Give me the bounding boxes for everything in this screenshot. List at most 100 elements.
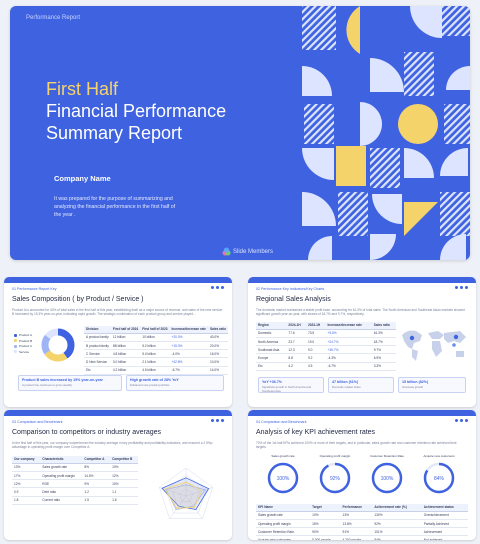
table-cell: 10 billion bbox=[140, 333, 170, 342]
table-cell: Partially Achieved bbox=[421, 519, 468, 529]
card-subtitle: 70% of the 1st half KPIs achieved 100% o… bbox=[256, 441, 457, 450]
table-row: Operating profit margin 15% 13.8% 92% Partia… bbox=[256, 519, 468, 529]
more-options-icon[interactable] bbox=[455, 419, 468, 422]
radar-grid bbox=[179, 488, 193, 502]
table-header-cell: Division bbox=[84, 326, 111, 334]
slide-thumbnail-regional-sales[interactable]: 02 Performance Key Indicators/Key Charts… bbox=[248, 277, 476, 407]
table-cell: 12% bbox=[12, 479, 41, 489]
table-cell: 4.2 bbox=[286, 362, 306, 371]
table-row: Etc 4.2 4.5 -6.7% 3.3% bbox=[256, 362, 396, 371]
slide-thumbnail-sales-composition[interactable]: 01 Performance Report Key Sales Composit… bbox=[4, 277, 232, 407]
table-cell: 13.8% bbox=[340, 519, 373, 529]
table-cell: ROE bbox=[40, 479, 83, 489]
legend-label: Product C bbox=[19, 344, 33, 349]
more-options-icon[interactable] bbox=[211, 286, 224, 289]
ring-value: 92% bbox=[330, 476, 341, 482]
legend-item: Product C bbox=[14, 344, 32, 348]
radar-grid bbox=[159, 467, 213, 519]
table-cell: +42.8% bbox=[169, 357, 208, 367]
table-cell: 10% bbox=[110, 479, 138, 489]
table-cell: 14.0% bbox=[207, 366, 229, 375]
title-slide[interactable]: Performance Report First Half Financial … bbox=[10, 6, 470, 260]
table-row: 1.8 Current ratio 1.5 1.6 bbox=[12, 496, 138, 505]
table-cell: 9.7% bbox=[371, 345, 396, 355]
card-subtitle: In the first half of this year, our comp… bbox=[12, 441, 213, 450]
table-cell: 84% bbox=[372, 535, 422, 540]
table-cell: 13% bbox=[12, 463, 41, 472]
radar-chart bbox=[159, 467, 213, 519]
table-row: Southeast Asia 12.3 9.0 +36.7% 9.7% bbox=[256, 345, 396, 355]
table-cell: Achievement bbox=[421, 527, 468, 537]
brand-logo-text: Slide Members bbox=[233, 248, 274, 255]
table-cell: 4,200 people bbox=[340, 535, 373, 540]
brand-logo: Slide Members bbox=[222, 247, 273, 256]
table-cell: Sales growth rate bbox=[40, 463, 83, 472]
kpi-ring: Operating profit margin 92% bbox=[316, 454, 354, 496]
slide-thumbnail-kpi-achievement[interactable]: 04 Comparison and Benchmark Analysis of … bbox=[248, 410, 476, 540]
kpi-label: A product line continues to grow steadil… bbox=[22, 383, 72, 387]
table-cell: 4.8 billion bbox=[110, 349, 141, 359]
table-cell: 4.2 billion bbox=[110, 366, 141, 375]
table-header-cell: Competitor A bbox=[82, 456, 111, 464]
table-cell: 73.5 bbox=[305, 329, 326, 338]
card-subtitle: The domestic market maintained a stable … bbox=[256, 308, 465, 317]
legend-label: Service bbox=[19, 349, 30, 354]
table-cell: +20.0% bbox=[169, 333, 208, 342]
slide-thumbnail-competitor-comparison[interactable]: 03 Comparison and Benchmark Comparison t… bbox=[4, 410, 232, 540]
table-cell: D New Service bbox=[84, 357, 111, 367]
table-cell: 4.5 billion bbox=[140, 366, 170, 375]
table-row: 12% ROE 9% 10% bbox=[12, 479, 138, 489]
table-cell: Europe bbox=[256, 353, 287, 363]
table-cell: -4.0% bbox=[169, 349, 208, 359]
table-cell: -4.3% bbox=[325, 353, 372, 363]
kpi-ring: Sales growth rate 100% bbox=[264, 454, 302, 496]
progress-ring: 100% bbox=[267, 462, 299, 494]
kpi-table: KPI Name Target Performance Achievement rat… bbox=[256, 504, 468, 540]
table-cell: 1.8 bbox=[12, 496, 41, 505]
table-cell: 8.8 bbox=[286, 353, 306, 363]
table-cell: 90% bbox=[310, 527, 341, 537]
competitor-table: Our company Characteristic Competitor A Com… bbox=[12, 456, 138, 505]
card-tag: 02 Performance Key Indicators/Key Charts bbox=[256, 287, 325, 291]
table-row: Acquire new customers 5,000 people 4,200 p… bbox=[256, 535, 468, 540]
kpi-label: Overseas growth bbox=[402, 385, 424, 389]
table-cell: Overachievement bbox=[421, 511, 468, 520]
legend-swatch bbox=[14, 339, 17, 343]
table-cell: Operating profit margin bbox=[256, 519, 311, 529]
card-topbar bbox=[4, 277, 232, 283]
card-tag: 03 Comparison and Benchmark bbox=[12, 420, 63, 424]
slide-description: It was prepared for the purpose of summa… bbox=[54, 196, 176, 218]
radar-grid bbox=[165, 474, 207, 514]
table-cell: 12% bbox=[110, 471, 138, 481]
card-topbar bbox=[248, 277, 476, 283]
kpi-ring: Acquire new customers 84% bbox=[420, 454, 458, 496]
slide-title: First Half Financial Performance Summary… bbox=[46, 78, 226, 144]
progress-ring: 92% bbox=[319, 462, 351, 494]
table-cell: 101% bbox=[372, 527, 422, 537]
table-row: Europe 8.8 9.2 -4.3% 6.9% bbox=[256, 353, 396, 363]
table-cell: 61.3% bbox=[371, 329, 396, 338]
table-header-cell: First half of 2024 bbox=[110, 326, 141, 334]
table-cell: 5.0 billion bbox=[140, 349, 170, 359]
ring-fill bbox=[319, 462, 351, 494]
table-cell: North America bbox=[256, 337, 287, 347]
table-cell: 9.2 bbox=[305, 353, 326, 363]
table-cell: 40.0% bbox=[207, 333, 229, 342]
table-header-row: Region 2024-1H 2023-1H Increase/decrease ra… bbox=[256, 322, 396, 330]
kpi-ring-label: Acquire new customers bbox=[423, 454, 455, 458]
table-header-cell: First half of 2023 bbox=[140, 326, 170, 334]
table-cell: 3.3% bbox=[371, 362, 396, 371]
more-options-icon[interactable] bbox=[455, 286, 468, 289]
kpi-value: Product B sales increased by 15% year-on… bbox=[22, 378, 103, 382]
table-row: 17% Operating profit margin 14.5% 12% bbox=[12, 471, 138, 481]
card-title: Comparison to competitors or industry av… bbox=[12, 429, 162, 436]
table-row: D New Service 3.0 billion 2.1 billion +42.8… bbox=[84, 357, 229, 367]
regional-sales-table: Region 2024-1H 2023-1H Increase/decrease ra… bbox=[256, 322, 396, 371]
more-options-icon[interactable] bbox=[211, 419, 224, 422]
table-header-cell: Achievement rate (%) bbox=[372, 504, 422, 512]
legend-label: Product B bbox=[19, 338, 33, 343]
table-cell: 10.0% bbox=[207, 357, 229, 367]
kpi-value: 47 billion (61%) bbox=[332, 380, 359, 384]
donut-slice bbox=[41, 328, 75, 362]
table-cell: 13% bbox=[340, 511, 373, 520]
